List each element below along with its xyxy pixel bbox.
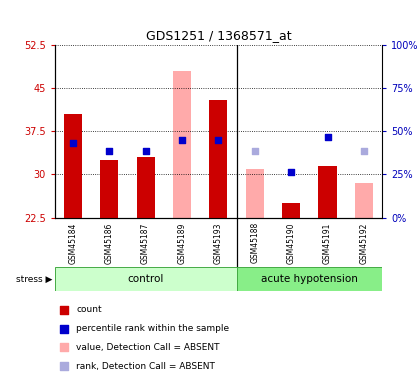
Text: rank, Detection Call = ABSENT: rank, Detection Call = ABSENT	[76, 362, 215, 370]
Text: GSM45193: GSM45193	[214, 222, 223, 264]
Text: percentile rank within the sample: percentile rank within the sample	[76, 324, 229, 333]
Text: value, Detection Call = ABSENT: value, Detection Call = ABSENT	[76, 343, 220, 352]
Bar	[355, 183, 373, 218]
Point	[60, 344, 67, 350]
Bar	[136, 157, 155, 218]
Text: acute hypotension: acute hypotension	[261, 274, 358, 284]
Text: control: control	[127, 274, 164, 284]
Bar	[55, 267, 236, 291]
Bar	[318, 166, 337, 218]
Text: GSM45187: GSM45187	[141, 222, 150, 264]
Point	[361, 148, 368, 154]
Point	[69, 140, 76, 146]
Point	[60, 363, 67, 369]
Point	[60, 326, 67, 332]
Point	[60, 307, 67, 313]
Text: GSM45191: GSM45191	[323, 222, 332, 264]
Bar	[246, 169, 264, 217]
Point	[178, 137, 185, 143]
Point	[324, 134, 331, 140]
Bar	[173, 71, 191, 217]
Point	[288, 168, 294, 174]
Bar	[209, 100, 228, 218]
Text: stress ▶: stress ▶	[16, 274, 53, 284]
Point	[215, 137, 222, 143]
Text: count: count	[76, 305, 102, 314]
Text: GSM45190: GSM45190	[287, 222, 296, 264]
Text: GSM45184: GSM45184	[68, 222, 77, 264]
Text: GSM45192: GSM45192	[360, 222, 368, 264]
Bar	[282, 203, 300, 217]
Bar	[100, 160, 118, 218]
Point	[252, 148, 258, 154]
Text: GSM45186: GSM45186	[105, 222, 114, 264]
Point	[142, 148, 149, 154]
Title: GDS1251 / 1368571_at: GDS1251 / 1368571_at	[146, 30, 291, 42]
Bar	[64, 114, 82, 218]
Point	[106, 148, 113, 154]
Bar	[236, 267, 382, 291]
Text: GSM45189: GSM45189	[178, 222, 186, 264]
Text: GSM45188: GSM45188	[250, 222, 259, 263]
